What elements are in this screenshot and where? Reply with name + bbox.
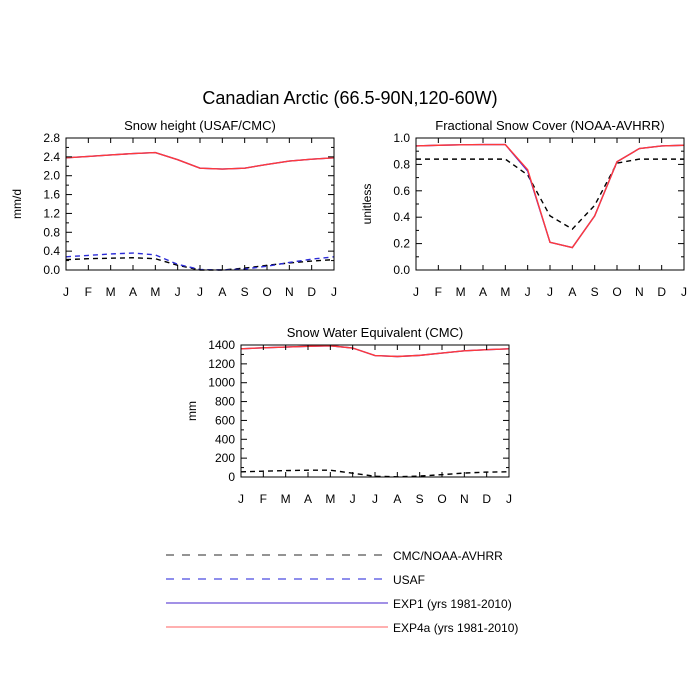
series-line-obs	[416, 158, 684, 230]
plot-frame	[240, 344, 510, 478]
x-tick-label: J	[238, 492, 244, 506]
snow-water-equivalent-panel: Snow Water Equivalent (CMC)mmJ F M A M J J A S O N…	[185, 325, 512, 506]
y-tick-label: 1400	[208, 338, 235, 352]
x-tick-label: S	[416, 492, 424, 506]
x-tick-label: J	[525, 285, 531, 299]
x-tick-label: N	[285, 285, 294, 299]
panel-title: Fractional Snow Cover (NOAA-AVHRR)	[435, 118, 664, 133]
panel-title: Snow height (USAF/CMC)	[124, 118, 276, 133]
snow-height-panel: Snow height (USAF/CMC)mm/dJ F M A M J J A S O N D J0…	[10, 118, 337, 299]
x-tick-label: S	[591, 285, 599, 299]
x-tick-label: O	[612, 285, 621, 299]
legend-label: EXP1 (yrs 1981-2010)	[393, 597, 512, 611]
x-tick-label: J	[331, 285, 337, 299]
x-tick-label: J	[506, 492, 512, 506]
legend: CMC/NOAA-AVHRR USAF EXP1 (yrs 1981-2010) EX…	[166, 549, 518, 635]
y-tick-label: 0.0	[393, 263, 410, 277]
y-tick-label: 2.0	[43, 169, 60, 183]
y-tick-label: 1.2	[43, 206, 60, 220]
x-tick-label: M	[150, 285, 160, 299]
x-tick-label: F	[260, 492, 267, 506]
y-tick-label: 1000	[208, 376, 235, 390]
plot-frame	[415, 137, 685, 271]
y-tick-label: 1200	[208, 357, 235, 371]
y-tick-label: 400	[215, 432, 235, 446]
x-tick-label: J	[681, 285, 687, 299]
y-tick-label: 2.4	[43, 150, 60, 164]
y-tick-label: 0.6	[393, 184, 410, 198]
y-tick-label: 1.6	[43, 188, 60, 202]
y-tick-label: 0.8	[43, 225, 60, 239]
y-axis-label: mm/d	[10, 189, 24, 219]
x-tick-label: M	[325, 492, 335, 506]
y-tick-label: 600	[215, 413, 235, 427]
x-tick-label: M	[500, 285, 510, 299]
x-tick-label: O	[262, 285, 271, 299]
x-tick-label: O	[437, 492, 446, 506]
y-tick-label: 0.4	[43, 244, 60, 258]
y-tick-label: 0	[228, 470, 235, 484]
x-tick-label: D	[307, 285, 316, 299]
plot-frame	[65, 137, 335, 271]
x-tick-label: S	[241, 285, 249, 299]
fractional-snow-cover-panel: Fractional Snow Cover (NOAA-AVHRR) unitle…	[360, 118, 687, 299]
y-tick-label: 200	[215, 451, 235, 465]
x-tick-label: J	[63, 285, 69, 299]
x-tick-label: N	[460, 492, 469, 506]
x-tick-label: J	[413, 285, 419, 299]
y-tick-label: 0.2	[393, 237, 410, 251]
series-line-exp1	[415, 143, 685, 249]
legend-label: EXP4a (yrs 1981-2010)	[393, 621, 518, 635]
x-tick-label: F	[435, 285, 442, 299]
x-tick-label: A	[304, 492, 312, 506]
x-tick-label: J	[197, 285, 203, 299]
panel-title: Snow Water Equivalent (CMC)	[287, 325, 464, 340]
series-line-exp4a	[65, 151, 335, 170]
x-tick-label: F	[85, 285, 92, 299]
x-tick-label: A	[479, 285, 487, 299]
y-tick-label: 0.0	[43, 263, 60, 277]
x-tick-label: A	[129, 285, 137, 299]
x-tick-label: A	[393, 492, 401, 506]
y-axis-label: unitless	[360, 184, 374, 225]
y-tick-label: 800	[215, 395, 235, 409]
legend-label: USAF	[393, 573, 425, 587]
y-tick-label: 2.8	[43, 131, 60, 145]
legend-label: CMC/NOAA-AVHRR	[393, 549, 503, 563]
y-tick-label: 0.4	[393, 210, 410, 224]
x-tick-label: J	[350, 492, 356, 506]
x-tick-label: J	[547, 285, 553, 299]
x-tick-label: A	[218, 285, 226, 299]
series-line-exp4a	[415, 143, 685, 249]
x-tick-label: N	[635, 285, 644, 299]
figure-title: Canadian Arctic (66.5-90N,120-60W)	[202, 88, 497, 108]
x-tick-label: M	[106, 285, 116, 299]
x-tick-label: D	[657, 285, 666, 299]
y-axis-label: mm	[185, 401, 199, 421]
x-tick-label: M	[281, 492, 291, 506]
x-tick-label: A	[568, 285, 576, 299]
x-tick-label: J	[175, 285, 181, 299]
y-tick-label: 1.0	[393, 131, 410, 145]
y-tick-label: 0.8	[393, 157, 410, 171]
x-tick-label: M	[456, 285, 466, 299]
x-tick-label: J	[372, 492, 378, 506]
x-tick-label: D	[482, 492, 491, 506]
